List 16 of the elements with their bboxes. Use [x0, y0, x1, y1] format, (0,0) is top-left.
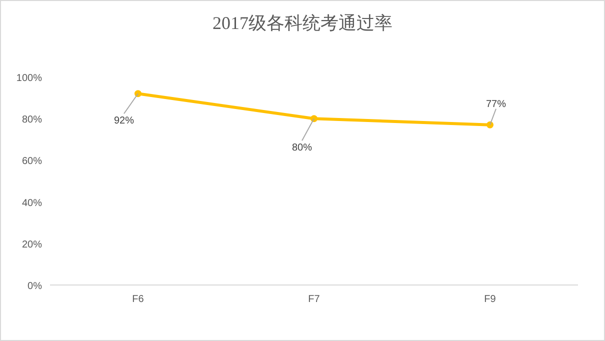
- x-tick-label: F6: [132, 294, 144, 305]
- x-tick-label: F7: [308, 294, 320, 305]
- y-tick-label: 40%: [22, 198, 42, 209]
- text: 80%: [292, 142, 312, 154]
- point: [310, 115, 318, 122]
- point: [134, 90, 142, 98]
- y-tick-label: 20%: [22, 239, 42, 250]
- y-tick-label: 80%: [22, 114, 42, 126]
- chart-title: 2017级各科统考通过率: [212, 13, 392, 33]
- x-tick-label: F9: [484, 294, 496, 305]
- y-tick-label: 60%: [22, 156, 42, 168]
- y-tick-label: 0%: [28, 281, 42, 292]
- point: [486, 121, 494, 128]
- y-tick-label: 100%: [16, 73, 42, 84]
- text: 77%: [486, 98, 506, 110]
- text: 92%: [114, 116, 134, 127]
